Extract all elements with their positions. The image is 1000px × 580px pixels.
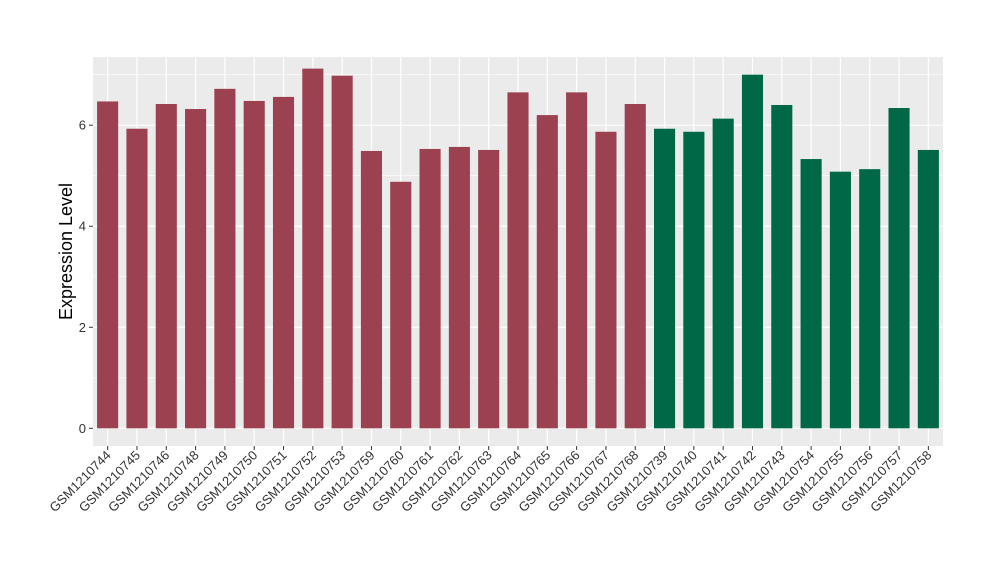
bar-GSM1210755 xyxy=(829,171,851,429)
y-axis-title: Expression Level xyxy=(56,183,76,320)
bar-GSM1210749 xyxy=(214,88,236,429)
bar-GSM1210765 xyxy=(536,115,558,429)
y-tick-label: 6 xyxy=(79,118,86,133)
bar-GSM1210754 xyxy=(800,159,822,429)
bar-GSM1210751 xyxy=(272,96,295,429)
bar-GSM1210739 xyxy=(654,128,676,429)
bar-GSM1210766 xyxy=(566,92,588,429)
x-axis: GSM1210744GSM1210745GSM1210746GSM1210748… xyxy=(46,446,934,515)
bar-GSM1210740 xyxy=(683,131,705,429)
bar-GSM1210741 xyxy=(712,118,734,429)
bar-GSM1210767 xyxy=(595,131,617,429)
y-tick-label: 2 xyxy=(79,320,86,335)
bar-GSM1210764 xyxy=(507,92,529,429)
bar-GSM1210760 xyxy=(390,181,412,429)
bar-GSM1210750 xyxy=(243,100,265,429)
bar-GSM1210752 xyxy=(302,68,324,429)
bar-GSM1210756 xyxy=(859,169,881,429)
y-tick-label: 4 xyxy=(79,219,86,234)
bar-GSM1210758 xyxy=(917,149,939,429)
bar-GSM1210768 xyxy=(624,103,646,429)
bar-GSM1210743 xyxy=(771,104,793,429)
bars xyxy=(97,68,939,429)
bar-GSM1210763 xyxy=(478,149,500,429)
bar-GSM1210759 xyxy=(360,150,382,429)
bar-GSM1210748 xyxy=(185,109,207,429)
bar-GSM1210761 xyxy=(419,148,441,429)
bar-GSM1210745 xyxy=(126,128,148,429)
bar-GSM1210753 xyxy=(331,75,353,429)
bar-GSM1210762 xyxy=(448,146,470,429)
bar-GSM1210757 xyxy=(888,108,910,429)
bar-GSM1210742 xyxy=(741,74,764,429)
bar-GSM1210746 xyxy=(155,103,177,429)
y-axis: 0 2 4 6 xyxy=(79,118,93,436)
bar-GSM1210744 xyxy=(97,101,119,429)
y-tick-label: 0 xyxy=(79,421,86,436)
